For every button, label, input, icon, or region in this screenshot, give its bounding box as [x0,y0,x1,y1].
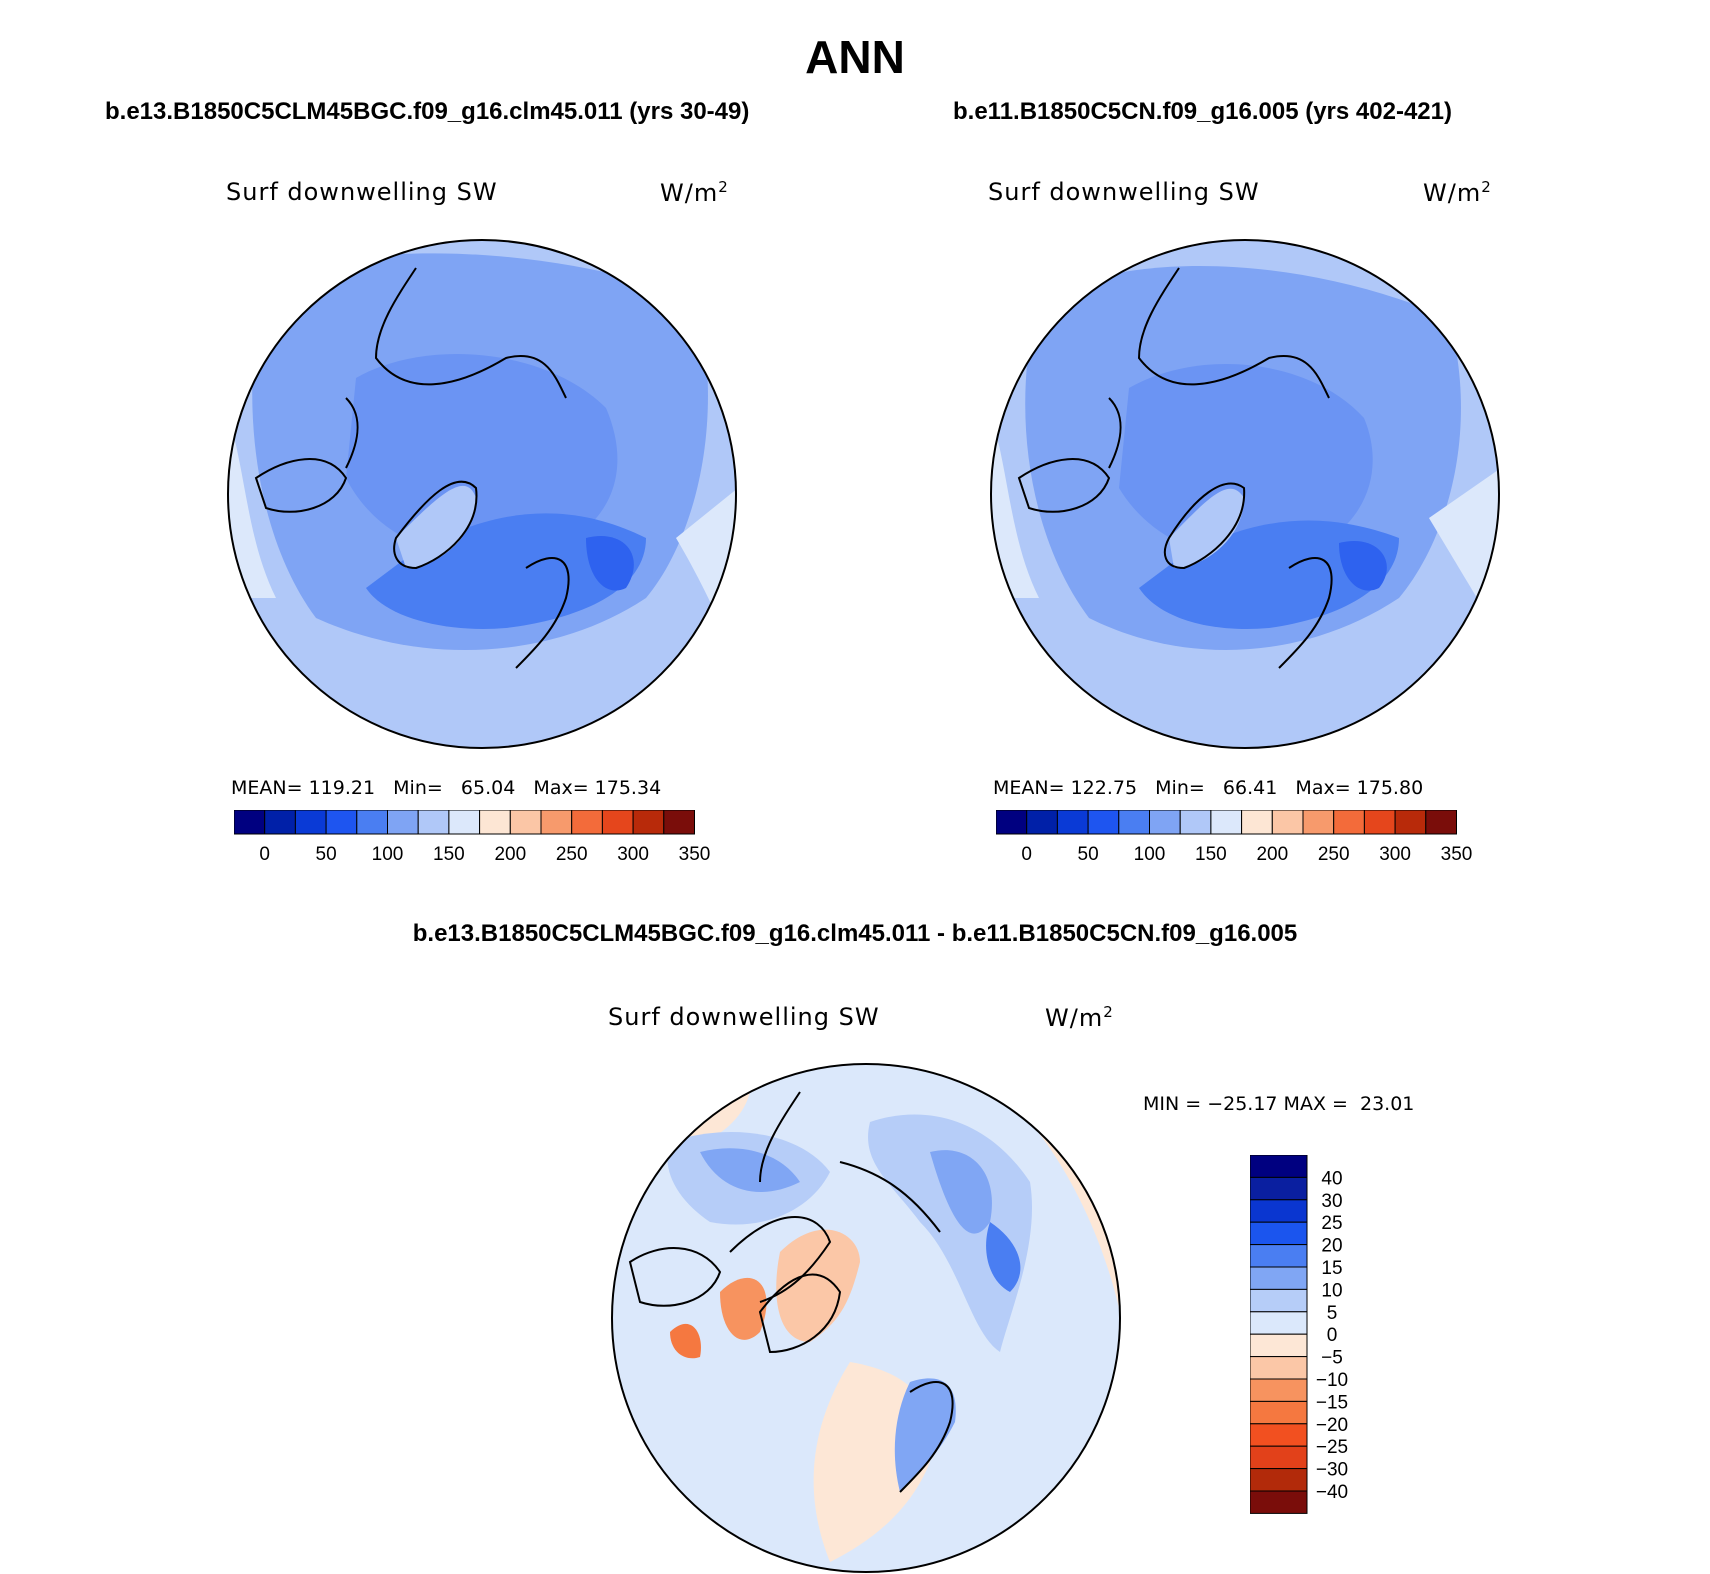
right-colorbar-label: 250 [1318,844,1350,865]
diff-colorbar-label: −15 [1316,1392,1348,1413]
diff-colorbar-box [1250,1468,1308,1492]
left-colorbar-box [325,810,358,835]
left-colorbar-box [632,810,665,835]
diff-colorbar-box [1250,1423,1308,1447]
right-polar-map [990,239,1500,749]
left-colorbar-box [356,810,389,835]
left-colorbar-box [294,810,327,835]
left-colorbar-box [264,810,296,835]
diff-colorbar-box [1250,1378,1308,1402]
diff-colorbar-box [1250,1445,1308,1470]
left-units-label: W/m2 [660,178,729,207]
diff-variable-label: Surf downwelling SW [608,1003,880,1031]
left-colorbar-label: 300 [617,844,649,865]
diff-colorbar-label: −10 [1316,1370,1348,1391]
diff-colorbar-label: 5 [1327,1303,1338,1324]
left-variable-label: Surf downwelling SW [226,178,498,206]
diff-colorbar-label: −40 [1316,1482,1348,1503]
right-colorbar-label: 300 [1379,844,1411,865]
right-colorbar-box [1302,810,1335,835]
right-colorbar-box [1149,810,1181,835]
diff-colorbar-box [1250,1266,1308,1290]
left-colorbar-box [571,810,603,835]
diff-colorbar-box [1250,1490,1308,1514]
diff-colorbar-box [1250,1244,1308,1268]
right-case-title: b.e11.B1850C5CN.f09_g16.005 (yrs 402-421… [953,98,1452,125]
right-colorbar-box [1179,810,1212,835]
right-colorbar: 0 50 100 150 200 250 300 350 [996,810,1473,865]
right-colorbar-box [1026,810,1058,835]
right-colorbar-box [1056,810,1089,835]
left-colorbar-label: 0 [259,844,270,865]
left-colorbar-box [448,810,481,835]
diff-colorbar-box [1250,1400,1308,1425]
diff-colorbar-box [1250,1288,1308,1313]
right-colorbar-box [1333,810,1365,835]
right-colorbar-label: 350 [1441,844,1473,865]
right-colorbar-box [1210,810,1243,835]
diff-colorbar-box [1250,1176,1308,1201]
left-colorbar-label: 100 [372,844,404,865]
diff-units-label: W/m2 [1045,1003,1114,1032]
right-colorbar-label: 50 [1078,844,1099,865]
right-colorbar-box [1363,810,1396,835]
left-colorbar-box [601,810,634,835]
left-colorbar-label: 50 [316,844,337,865]
left-colorbar-label: 350 [679,844,711,865]
left-colorbar-box [417,810,450,835]
right-colorbar-label: 150 [1195,844,1227,865]
diff-colorbar-label: 10 [1321,1280,1342,1301]
diff-polar-map [611,1063,1121,1573]
right-stats: MEAN= 122.75 Min= 66.41 Max= 175.80 [993,777,1424,799]
right-colorbar-box [1087,810,1120,835]
diff-colorbar-label: 25 [1321,1213,1342,1234]
left-stats: MEAN= 119.21 Min= 65.04 Max= 175.34 [231,777,662,799]
diff-colorbar-box [1250,1155,1308,1178]
left-colorbar-label: 250 [556,844,588,865]
right-colorbar-label: 0 [1021,844,1032,865]
diff-colorbar-label: 15 [1321,1258,1342,1279]
diff-colorbar-label: −20 [1316,1415,1348,1436]
diff-colorbar-box [1250,1333,1308,1358]
left-case-title: b.e13.B1850C5CLM45BGC.f09_g16.clm45.011 … [105,98,750,125]
diff-colorbar-label: 20 [1321,1236,1342,1257]
figure-title: ANN [805,31,905,83]
right-colorbar-box [1425,810,1457,835]
diff-colorbar-label: 30 [1321,1191,1342,1212]
left-colorbar-box [479,810,511,835]
diff-colorbar-box [1250,1311,1308,1335]
diff-case-title: b.e13.B1850C5CLM45BGC.f09_g16.clm45.011 … [412,920,1298,947]
diff-colorbar-label: −25 [1316,1437,1348,1458]
diff-colorbar-label: 0 [1327,1325,1338,1346]
right-colorbar-box [1394,810,1427,835]
right-colorbar-box [1271,810,1304,835]
diff-colorbar-box [1250,1221,1308,1246]
diff-colorbar-box [1250,1356,1308,1380]
right-units-label: W/m2 [1423,178,1492,207]
left-colorbar-label: 150 [433,844,465,865]
diff-stats: MIN = −25.17 MAX = 23.01 [1143,1093,1415,1115]
left-colorbar-box [234,810,266,835]
left-colorbar-box [509,810,542,835]
right-colorbar-box [996,810,1028,835]
diff-colorbar-label: −5 [1321,1348,1343,1369]
right-variable-label: Surf downwelling SW [988,178,1260,206]
diff-colorbar-label: 40 [1321,1168,1342,1189]
diff-colorbar-box [1250,1199,1308,1223]
left-polar-map [227,239,737,749]
left-colorbar-box [540,810,573,835]
left-colorbar-label: 200 [494,844,526,865]
right-colorbar-label: 200 [1256,844,1288,865]
left-colorbar: 0 50 100 150 200 250 300 350 [234,810,711,865]
right-colorbar-box [1118,810,1151,835]
left-colorbar-box [663,810,695,835]
left-colorbar-box [387,810,419,835]
right-colorbar-box [1241,810,1273,835]
diff-colorbar-label: −30 [1316,1460,1348,1481]
right-colorbar-label: 100 [1134,844,1166,865]
